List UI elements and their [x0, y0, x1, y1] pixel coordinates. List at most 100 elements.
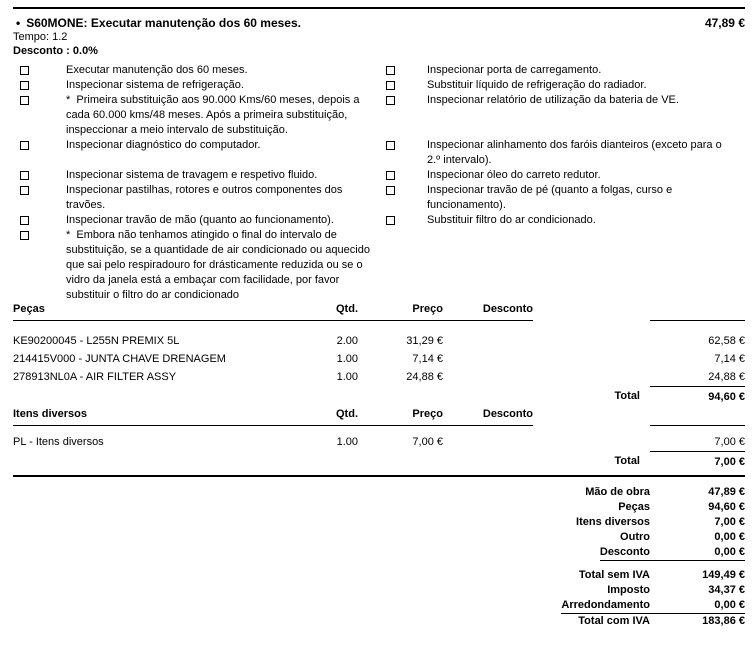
summary-row: Total com IVA 183,86 € [578, 614, 745, 629]
checkbox-unchecked-icon [20, 141, 29, 150]
table-row: KE90200045 - L255N PREMIX 5L 2.00 31,29 … [13, 332, 745, 350]
summary-row-label: Total sem IVA [578, 569, 650, 581]
misc-unit-price: 7,00 € [412, 436, 443, 448]
checkbox-unchecked-icon [20, 186, 29, 195]
checklist-item-label: Inspecionar travão de mão (quanto ao fun… [66, 214, 334, 226]
section-divider [13, 475, 745, 477]
price-column-header: Preço [412, 303, 443, 315]
summary-row-value: 7,00 € [714, 516, 745, 528]
part-line-total: 7,14 € [714, 353, 745, 365]
job-title: S60MONE: Executar manutenção dos 60 mese… [26, 16, 301, 30]
checklist-left-column: Executar manutenção dos 60 meses. Inspec… [13, 63, 379, 303]
misc-total-label: Total [614, 455, 640, 467]
job-price: 47,89 € [704, 16, 745, 30]
misc-total-row: Total 7,00 € [13, 451, 745, 469]
checklist-item: * Primeira substituição aos 90.000 Kms/6… [13, 93, 379, 138]
totals-summary: Mão de obra 47,89 € Peças 94,60 € Itens … [13, 485, 745, 629]
checklist-item-label: Substituir filtro do ar condicionado. [427, 214, 596, 226]
misc-line-total: 7,00 € [714, 436, 745, 448]
work-order-document: • S60MONE: Executar manutenção dos 60 me… [0, 7, 756, 629]
summary-row-value: 149,49 € [702, 569, 745, 581]
misc-quantity: 1.00 [336, 436, 358, 448]
checkbox-unchecked-icon [20, 216, 29, 225]
summary-row-value: 94,60 € [708, 501, 745, 513]
checklist-item: Inspecionar óleo do carreto redutor. [379, 168, 745, 183]
summary-row: Imposto 34,37 € [607, 583, 745, 598]
summary-row: Total sem IVA 149,49 € [579, 568, 745, 583]
summary-row-value: 34,37 € [708, 584, 745, 596]
summary-row-value: 0,00 € [714, 546, 745, 558]
checkbox-unchecked-icon [20, 96, 29, 105]
parts-total-value: 94,60 € [650, 386, 745, 404]
parts-total-row: Total 94,60 € [13, 386, 745, 404]
summary-row: Mão de obra 47,89 € [585, 485, 745, 500]
parts-total-label: Total [614, 390, 640, 402]
checklist-item: Inspecionar sistema de refrigeração. [13, 78, 379, 93]
part-quantity: 1.00 [336, 353, 358, 365]
parts-table-header: Peças Qtd. Preço Desconto [13, 303, 745, 321]
summary-row-value: 0,00 € [714, 531, 745, 543]
summary-row-value: 47,89 € [708, 486, 745, 498]
part-description: 278913NL0A - AIR FILTER ASSY [13, 371, 177, 383]
summary-row: Peças 94,60 € [618, 500, 745, 515]
summary-row: Arredondamento 0,00 € [561, 598, 745, 614]
checklist-item: Inspecionar travão de mão (quanto ao fun… [13, 213, 379, 228]
checklist-item: Inspecionar alinhamento dos faróis diant… [379, 138, 745, 168]
table-row: 278913NL0A - AIR FILTER ASSY 1.00 24,88 … [13, 368, 745, 386]
checklist-item-label: Inspecionar alinhamento dos faróis diant… [427, 139, 722, 166]
qty-column-header: Qtd. [336, 303, 358, 315]
checklist-item-label: Inspecionar relatório de utilização da b… [427, 94, 679, 106]
misc-items-section: Itens diversos Qtd. Preço Desconto PL - … [13, 408, 745, 469]
parts-header-group: Peças Qtd. Preço Desconto [13, 303, 533, 321]
checklist-item-label: Inspecionar pastilhas, rotores e outros … [66, 184, 343, 211]
table-row: 214415V000 - JUNTA CHAVE DRENAGEM 1.00 7… [13, 350, 745, 368]
misc-title: Itens diversos [13, 408, 87, 420]
part-unit-price: 24,88 € [406, 371, 443, 383]
misc-description: PL - Itens diversos [13, 436, 104, 448]
checklist-item-label: * Embora não tenhamos atingido o final d… [66, 229, 370, 301]
summary-row: Itens diversos 7,00 € [576, 515, 745, 530]
checkbox-unchecked-icon [386, 96, 395, 105]
checkbox-unchecked-icon [386, 81, 395, 90]
summary-row-value: 0,00 € [714, 599, 745, 611]
checkbox-unchecked-icon [20, 171, 29, 180]
checklist-item-label: * Primeira substituição aos 90.000 Kms/6… [66, 94, 360, 136]
checklist-right-column: Inspecionar porta de carregamento. Subst… [379, 63, 745, 303]
part-quantity: 1.00 [336, 371, 358, 383]
part-unit-price: 31,29 € [406, 335, 443, 347]
parts-title: Peças [13, 303, 45, 315]
bullet-icon: • [16, 16, 21, 30]
checkbox-unchecked-icon [20, 81, 29, 90]
part-description: 214415V000 - JUNTA CHAVE DRENAGEM [13, 353, 226, 365]
part-unit-price: 7,14 € [412, 353, 443, 365]
top-divider [13, 7, 745, 9]
misc-discount [443, 433, 533, 451]
summary-row-label: Desconto [599, 546, 650, 558]
qty-column-header: Qtd. [336, 408, 358, 420]
checklist-item-label: Substituir líquido de refrigeração do ra… [427, 79, 647, 91]
job-discount: Desconto : 0.0% [13, 45, 98, 57]
checklist-item-label: Inspecionar sistema de travagem e respet… [66, 169, 318, 181]
part-discount [443, 368, 533, 386]
checklist-item: Inspecionar pastilhas, rotores e outros … [13, 183, 379, 213]
part-discount [443, 350, 533, 368]
job-time: Tempo: 1.2 [13, 31, 68, 43]
checkbox-unchecked-icon [386, 66, 395, 75]
checklist-item: Substituir líquido de refrigeração do ra… [379, 78, 745, 93]
checklist-item-label: Inspecionar travão de pé (quanto a folga… [427, 184, 673, 211]
checkbox-unchecked-icon [386, 171, 395, 180]
checklist-item: Inspecionar porta de carregamento. [379, 63, 745, 78]
checklist-item: Inspecionar travão de pé (quanto a folga… [379, 183, 745, 213]
summary-row-label: Itens diversos [576, 516, 650, 528]
summary-row-label: Imposto [607, 584, 650, 596]
checkbox-unchecked-icon [20, 231, 29, 240]
checklist-item: Executar manutenção dos 60 meses. [13, 63, 379, 78]
part-line-total: 62,58 € [708, 335, 745, 347]
table-row: PL - Itens diversos 1.00 7,00 € 7,00 € [13, 433, 745, 451]
checkbox-unchecked-icon [386, 141, 395, 150]
checklist-item: Inspecionar diagnóstico do computador. [13, 138, 379, 153]
summary-row-label: Mão de obra [585, 486, 650, 498]
amount-column-divider [650, 303, 745, 321]
part-quantity: 2.00 [336, 335, 358, 347]
misc-table-header: Itens diversos Qtd. Preço Desconto [13, 408, 745, 426]
